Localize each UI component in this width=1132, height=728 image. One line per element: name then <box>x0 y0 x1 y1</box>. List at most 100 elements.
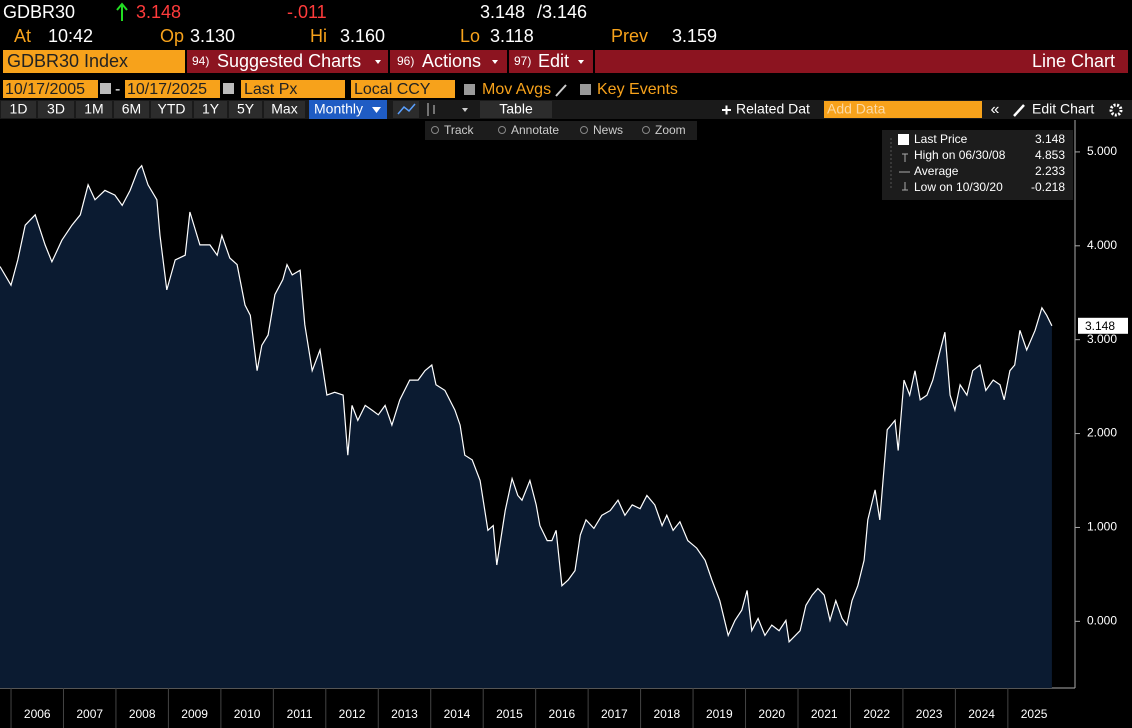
legend-label: Last Price <box>914 132 968 146</box>
up-arrow <box>116 2 128 21</box>
legend-value: -0.218 <box>1031 180 1065 194</box>
table: Table <box>499 101 533 117</box>
period-button[interactable] <box>1 101 36 118</box>
period-button[interactable] <box>76 101 112 118</box>
dropdown-arrow <box>578 60 584 64</box>
tool-icon[interactable] <box>498 126 506 134</box>
menu-item[interactable]: 97) Edit <box>514 51 584 71</box>
frequency-select[interactable] <box>309 100 387 119</box>
x-tick-label: 2009 <box>181 707 208 721</box>
x-tick-label: 2018 <box>653 707 680 721</box>
time-label: At <box>14 26 31 46</box>
open: 3.130 <box>190 26 235 46</box>
calendar-icon[interactable] <box>100 83 111 94</box>
option: Key Events <box>597 81 678 98</box>
menu-number: 94) <box>192 54 209 68</box>
y-tick-label: 0.000 <box>1087 614 1117 628</box>
period-button[interactable] <box>264 101 305 118</box>
menu-item[interactable]: 96) Actions <box>397 51 498 71</box>
x-tick-label: 2007 <box>76 707 103 721</box>
dropdown-arrow[interactable] <box>462 108 468 112</box>
period-button[interactable] <box>151 101 192 118</box>
low-label: Lo <box>460 26 480 46</box>
plus-icon[interactable] <box>722 105 731 115</box>
price: 3.148 <box>136 2 181 22</box>
period-button[interactable] <box>229 101 262 118</box>
x-tick-label: 2020 <box>758 707 785 721</box>
legend-value: 3.148 <box>1035 132 1065 146</box>
menu-label: Edit <box>538 51 569 71</box>
period: 1M <box>84 101 103 117</box>
period-button[interactable] <box>38 101 74 118</box>
security-box[interactable] <box>3 50 185 73</box>
x-tick-label: 2023 <box>916 707 943 721</box>
chart-tool[interactable]: Zoom <box>655 123 686 137</box>
last-price-tag <box>1078 317 1128 334</box>
calendar-icon[interactable] <box>223 83 234 94</box>
period: 3D <box>47 101 65 117</box>
period: Max <box>271 101 297 117</box>
y-tick-label: 2.000 <box>1087 426 1117 440</box>
checkbox[interactable] <box>464 84 475 95</box>
legend-label: Average <box>914 164 959 178</box>
tool-icon[interactable] <box>580 126 588 134</box>
x-tick-label: 2012 <box>339 707 366 721</box>
ask: /3.146 <box>537 2 587 22</box>
y-tick-label: 4.000 <box>1087 238 1117 252</box>
chart-tool[interactable]: Annotate <box>511 123 559 137</box>
x-tick-label: 2015 <box>496 707 523 721</box>
period-button[interactable] <box>114 101 149 118</box>
chart-name: Line Chart <box>1032 51 1115 71</box>
menu-label: Actions <box>422 51 481 71</box>
edit-chart[interactable]: Edit Chart <box>1032 101 1094 117</box>
y-tick-label: 1.000 <box>1087 520 1117 534</box>
legend-label: Low on 10/30/20 <box>914 180 1003 194</box>
table-button[interactable] <box>480 101 552 118</box>
currency: Local CCY <box>354 81 431 98</box>
x-tick-label: 2021 <box>811 707 838 721</box>
chart-toolbar <box>425 121 697 140</box>
related-data[interactable]: Related Dat <box>736 101 810 117</box>
chart-tool[interactable]: Track <box>444 123 475 137</box>
option: Mov Avgs <box>482 81 551 98</box>
x-tick-label: 2025 <box>1021 707 1048 721</box>
pencil-icon[interactable] <box>555 84 567 97</box>
tool-icon[interactable] <box>642 126 650 134</box>
bar-icon[interactable] <box>427 103 435 116</box>
collapse-icon[interactable]: « <box>991 101 1000 118</box>
settings-icon[interactable] <box>1109 103 1123 117</box>
dropdown-arrow <box>492 60 498 64</box>
menu-divider <box>593 50 595 73</box>
high-label: Hi <box>310 26 327 46</box>
prev-label: Prev <box>611 26 648 46</box>
chart-tool[interactable]: News <box>593 123 623 137</box>
currency-select[interactable] <box>351 80 455 98</box>
area <box>0 165 1052 688</box>
low: 3.118 <box>490 26 534 46</box>
legend-label: High on 06/30/08 <box>914 148 1006 162</box>
line-icon <box>397 103 416 115</box>
pencil-icon[interactable] <box>1013 104 1025 117</box>
menu-label: Suggested Charts <box>217 51 361 71</box>
period: 1D <box>10 101 28 117</box>
field-select[interactable] <box>241 80 345 98</box>
legend-value: 2.233 <box>1035 164 1065 178</box>
prev: 3.159 <box>672 26 717 46</box>
chart-layer: 0.000 1.000 2.000 3.000 4.000 5.000 2006 2007 20… <box>0 120 1128 728</box>
date-input[interactable] <box>125 80 220 98</box>
security: GDBR30 Index <box>7 51 128 71</box>
high: 3.160 <box>340 26 385 46</box>
ticker: GDBR30 <box>3 2 75 22</box>
date-input[interactable] <box>3 80 98 98</box>
checkbox[interactable] <box>580 84 591 95</box>
menu-item[interactable]: 94) Suggested Charts <box>192 51 381 71</box>
y-tick-label: 5.000 <box>1087 144 1117 158</box>
period-button[interactable] <box>194 101 227 118</box>
add-data-input[interactable] <box>824 101 982 118</box>
tool-icon[interactable] <box>431 126 439 134</box>
x-tick-label: 2022 <box>863 707 890 721</box>
x-tick-label: 2019 <box>706 707 733 721</box>
field: Last Px <box>244 81 297 98</box>
x-tick-label: 2024 <box>968 707 995 721</box>
dropdown-arrow <box>372 107 381 113</box>
